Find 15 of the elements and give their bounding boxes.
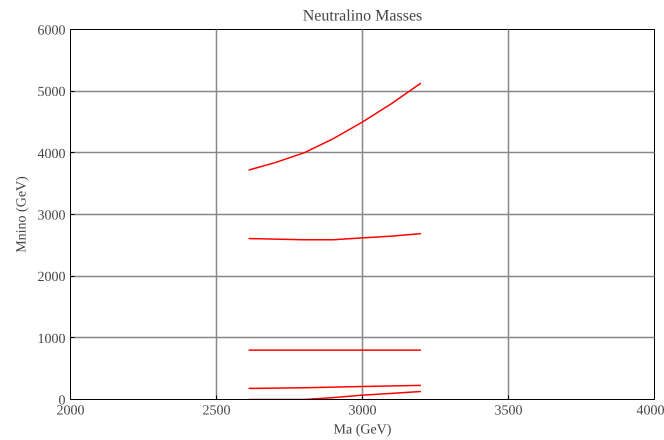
x-tick-label: 3000 xyxy=(348,404,376,418)
x-tick-label: 2500 xyxy=(202,404,230,418)
x-axis-title: Ma (GeV) xyxy=(334,422,392,438)
y-axis-title: Mnino (GeV) xyxy=(14,176,30,253)
y-tick-label: 2000 xyxy=(38,270,66,286)
y-tick-label: 1000 xyxy=(38,332,66,347)
chart-title: Neutralino Masses xyxy=(302,8,422,24)
y-tick-label: 3000 xyxy=(38,208,66,224)
line-series xyxy=(248,82,422,171)
y-tick-label: 4000 xyxy=(38,146,66,162)
y-tick-label: 5000 xyxy=(38,85,66,100)
x-tick-label: 4000 xyxy=(636,404,664,418)
line-series xyxy=(248,232,422,241)
y-tick-label: 6000 xyxy=(38,24,66,38)
x-tick-label: 3500 xyxy=(494,404,522,418)
